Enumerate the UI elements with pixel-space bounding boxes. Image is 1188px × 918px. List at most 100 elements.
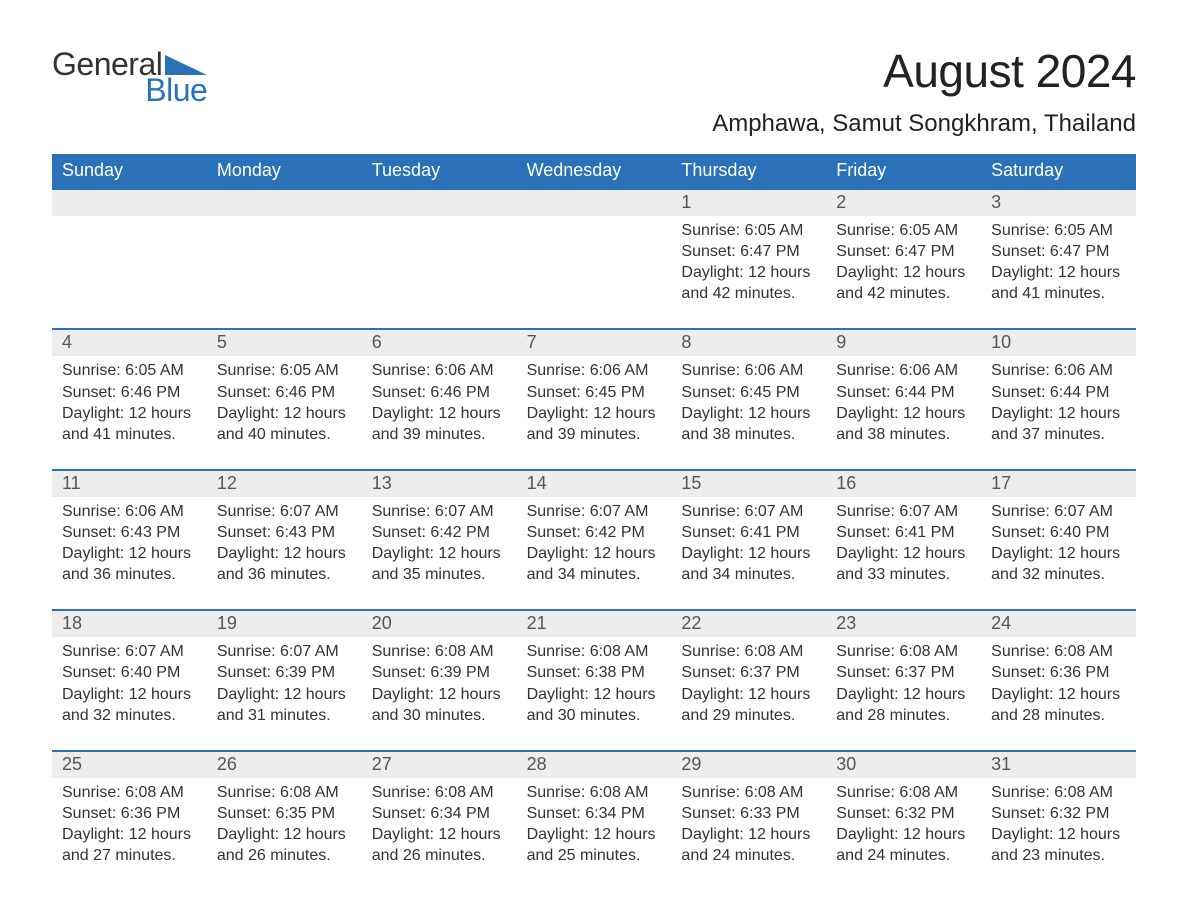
sunset-text: Sunset: 6:34 PM <box>372 803 507 824</box>
sunrise-text: Sunrise: 6:07 AM <box>217 501 352 522</box>
sunrise-text: Sunrise: 6:06 AM <box>372 360 507 381</box>
day-cell: 1Sunrise: 6:05 AMSunset: 6:47 PMDaylight… <box>671 188 826 328</box>
sunset-text: Sunset: 6:33 PM <box>681 803 816 824</box>
day-cell: 30Sunrise: 6:08 AMSunset: 6:32 PMDayligh… <box>826 750 981 890</box>
sunrise-text: Sunrise: 6:05 AM <box>62 360 197 381</box>
week-row: 25Sunrise: 6:08 AMSunset: 6:36 PMDayligh… <box>52 750 1136 890</box>
day-number: 22 <box>671 609 826 637</box>
daylight-text: Daylight: 12 hours and 30 minutes. <box>527 684 662 726</box>
sunrise-text: Sunrise: 6:08 AM <box>991 641 1126 662</box>
dow-monday: Monday <box>207 154 362 188</box>
sunset-text: Sunset: 6:40 PM <box>991 522 1126 543</box>
daylight-text: Daylight: 12 hours and 34 minutes. <box>527 543 662 585</box>
sunrise-text: Sunrise: 6:07 AM <box>836 501 971 522</box>
day-cell <box>52 188 207 328</box>
sunset-text: Sunset: 6:43 PM <box>217 522 352 543</box>
sunrise-text: Sunrise: 6:08 AM <box>836 782 971 803</box>
daylight-text: Daylight: 12 hours and 36 minutes. <box>217 543 352 585</box>
sunrise-text: Sunrise: 6:06 AM <box>836 360 971 381</box>
daylight-text: Daylight: 12 hours and 41 minutes. <box>62 403 197 445</box>
daylight-text: Daylight: 12 hours and 32 minutes. <box>62 684 197 726</box>
day-cell <box>207 188 362 328</box>
daylight-text: Daylight: 12 hours and 26 minutes. <box>372 824 507 866</box>
day-body: Sunrise: 6:05 AMSunset: 6:46 PMDaylight:… <box>52 356 207 444</box>
sunset-text: Sunset: 6:37 PM <box>681 662 816 683</box>
day-cell: 3Sunrise: 6:05 AMSunset: 6:47 PMDaylight… <box>981 188 1136 328</box>
dow-wednesday: Wednesday <box>517 154 672 188</box>
daylight-text: Daylight: 12 hours and 42 minutes. <box>681 262 816 304</box>
sunrise-text: Sunrise: 6:07 AM <box>681 501 816 522</box>
sunset-text: Sunset: 6:36 PM <box>991 662 1126 683</box>
sunset-text: Sunset: 6:42 PM <box>527 522 662 543</box>
week-row: 18Sunrise: 6:07 AMSunset: 6:40 PMDayligh… <box>52 609 1136 749</box>
sunrise-text: Sunrise: 6:08 AM <box>217 782 352 803</box>
day-cell: 25Sunrise: 6:08 AMSunset: 6:36 PMDayligh… <box>52 750 207 890</box>
sunset-text: Sunset: 6:39 PM <box>372 662 507 683</box>
sunset-text: Sunset: 6:37 PM <box>836 662 971 683</box>
day-number: 1 <box>671 188 826 216</box>
day-number: 4 <box>52 328 207 356</box>
sunrise-text: Sunrise: 6:08 AM <box>527 782 662 803</box>
day-cell: 28Sunrise: 6:08 AMSunset: 6:34 PMDayligh… <box>517 750 672 890</box>
day-cell: 2Sunrise: 6:05 AMSunset: 6:47 PMDaylight… <box>826 188 981 328</box>
day-number: 5 <box>207 328 362 356</box>
sunset-text: Sunset: 6:42 PM <box>372 522 507 543</box>
day-number: 25 <box>52 750 207 778</box>
sunrise-text: Sunrise: 6:08 AM <box>372 641 507 662</box>
sunrise-text: Sunrise: 6:05 AM <box>681 220 816 241</box>
day-number: 11 <box>52 469 207 497</box>
sunrise-text: Sunrise: 6:06 AM <box>62 501 197 522</box>
day-number: 10 <box>981 328 1136 356</box>
sunset-text: Sunset: 6:45 PM <box>681 382 816 403</box>
day-body: Sunrise: 6:07 AMSunset: 6:42 PMDaylight:… <box>362 497 517 585</box>
daylight-text: Daylight: 12 hours and 38 minutes. <box>681 403 816 445</box>
daylight-text: Daylight: 12 hours and 36 minutes. <box>62 543 197 585</box>
day-cell: 31Sunrise: 6:08 AMSunset: 6:32 PMDayligh… <box>981 750 1136 890</box>
day-body: Sunrise: 6:08 AMSunset: 6:34 PMDaylight:… <box>517 778 672 866</box>
day-cell <box>362 188 517 328</box>
sunrise-text: Sunrise: 6:08 AM <box>527 641 662 662</box>
day-cell: 26Sunrise: 6:08 AMSunset: 6:35 PMDayligh… <box>207 750 362 890</box>
day-body: Sunrise: 6:06 AMSunset: 6:43 PMDaylight:… <box>52 497 207 585</box>
sunrise-text: Sunrise: 6:07 AM <box>217 641 352 662</box>
sunset-text: Sunset: 6:39 PM <box>217 662 352 683</box>
day-body: Sunrise: 6:07 AMSunset: 6:41 PMDaylight:… <box>826 497 981 585</box>
day-number: 20 <box>362 609 517 637</box>
day-cell: 4Sunrise: 6:05 AMSunset: 6:46 PMDaylight… <box>52 328 207 468</box>
day-cell: 23Sunrise: 6:08 AMSunset: 6:37 PMDayligh… <box>826 609 981 749</box>
day-cell: 9Sunrise: 6:06 AMSunset: 6:44 PMDaylight… <box>826 328 981 468</box>
sunrise-text: Sunrise: 6:05 AM <box>836 220 971 241</box>
sunset-text: Sunset: 6:44 PM <box>991 382 1126 403</box>
daylight-text: Daylight: 12 hours and 41 minutes. <box>991 262 1126 304</box>
day-body: Sunrise: 6:08 AMSunset: 6:32 PMDaylight:… <box>981 778 1136 866</box>
day-number: 30 <box>826 750 981 778</box>
sunset-text: Sunset: 6:43 PM <box>62 522 197 543</box>
day-body: Sunrise: 6:06 AMSunset: 6:46 PMDaylight:… <box>362 356 517 444</box>
day-number: 13 <box>362 469 517 497</box>
dow-sunday: Sunday <box>52 154 207 188</box>
daylight-text: Daylight: 12 hours and 35 minutes. <box>372 543 507 585</box>
day-body: Sunrise: 6:07 AMSunset: 6:41 PMDaylight:… <box>671 497 826 585</box>
calendar: Sunday Monday Tuesday Wednesday Thursday… <box>52 154 1136 890</box>
day-number: 14 <box>517 469 672 497</box>
day-cell: 19Sunrise: 6:07 AMSunset: 6:39 PMDayligh… <box>207 609 362 749</box>
sunset-text: Sunset: 6:44 PM <box>836 382 971 403</box>
day-number: 18 <box>52 609 207 637</box>
day-body: Sunrise: 6:07 AMSunset: 6:39 PMDaylight:… <box>207 637 362 725</box>
day-cell: 6Sunrise: 6:06 AMSunset: 6:46 PMDaylight… <box>362 328 517 468</box>
location-subtitle: Amphawa, Samut Songkhram, Thailand <box>712 110 1136 138</box>
dow-friday: Friday <box>826 154 981 188</box>
day-number: 8 <box>671 328 826 356</box>
day-body: Sunrise: 6:08 AMSunset: 6:39 PMDaylight:… <box>362 637 517 725</box>
day-body: Sunrise: 6:06 AMSunset: 6:45 PMDaylight:… <box>517 356 672 444</box>
page-header: General Blue August 2024 Amphawa, Samut … <box>52 44 1136 152</box>
day-number: 3 <box>981 188 1136 216</box>
day-number: 16 <box>826 469 981 497</box>
daylight-text: Daylight: 12 hours and 30 minutes. <box>372 684 507 726</box>
day-of-week-header: Sunday Monday Tuesday Wednesday Thursday… <box>52 154 1136 188</box>
daylight-text: Daylight: 12 hours and 39 minutes. <box>372 403 507 445</box>
sunset-text: Sunset: 6:40 PM <box>62 662 197 683</box>
day-body: Sunrise: 6:05 AMSunset: 6:47 PMDaylight:… <box>826 216 981 304</box>
daylight-text: Daylight: 12 hours and 38 minutes. <box>836 403 971 445</box>
sunrise-text: Sunrise: 6:07 AM <box>62 641 197 662</box>
